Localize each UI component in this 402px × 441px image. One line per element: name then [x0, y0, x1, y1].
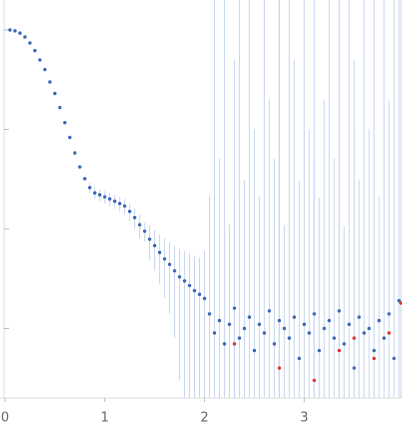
data-point [262, 331, 267, 335]
data-point [399, 301, 402, 305]
data-point [362, 331, 366, 335]
data-point [33, 48, 37, 53]
data-point [377, 318, 381, 323]
data-point [83, 176, 87, 181]
data-point [302, 322, 306, 327]
data-point [197, 292, 202, 297]
data-point [312, 312, 316, 316]
data-point [88, 185, 92, 190]
data-point [53, 91, 57, 96]
data-point [167, 262, 172, 267]
data-point [372, 348, 376, 353]
data-point [252, 348, 257, 353]
data-point [372, 356, 376, 361]
data-point [237, 336, 242, 340]
data-point [312, 378, 316, 383]
data-point [297, 356, 301, 361]
data-point [242, 326, 247, 331]
data-point [147, 237, 152, 241]
data-point [142, 229, 147, 233]
data-point [322, 326, 326, 331]
data-point [162, 257, 167, 261]
data-point [127, 209, 132, 214]
data-point [113, 199, 117, 203]
data-point [152, 243, 157, 248]
data-point [367, 326, 371, 331]
data-point [327, 318, 331, 323]
data-point [187, 283, 192, 288]
data-point [63, 120, 67, 125]
data-point [78, 165, 82, 169]
data-point [177, 275, 182, 279]
data-point [352, 336, 356, 340]
data-point [58, 105, 62, 110]
x-tick-label: 2 [200, 411, 208, 426]
data-point [267, 309, 272, 313]
data-point [207, 312, 212, 316]
data-point [292, 315, 296, 319]
data-point [232, 306, 237, 310]
data-point [48, 80, 52, 84]
data-point [277, 318, 282, 323]
data-point [397, 299, 401, 303]
data-point [93, 191, 97, 195]
data-point [212, 331, 217, 335]
x-tick-label: 1 [101, 411, 109, 426]
data-point [277, 366, 282, 370]
data-point [392, 356, 396, 361]
data-point [337, 309, 341, 313]
data-point [43, 67, 47, 72]
data-point [18, 31, 22, 35]
data-point [192, 288, 197, 293]
data-point [73, 151, 77, 155]
data-point [182, 279, 187, 283]
data-point [282, 326, 286, 331]
data-point [172, 269, 177, 273]
data-point [217, 318, 222, 323]
data-point [118, 201, 122, 206]
data-point [332, 336, 336, 340]
data-point [227, 322, 232, 327]
data-point [8, 28, 12, 32]
x-tick-label: 3 [300, 411, 308, 426]
data-point [347, 322, 351, 327]
x-tick-label: 0 [1, 411, 9, 426]
data-point [317, 348, 321, 353]
data-point [98, 193, 102, 197]
data-point [232, 342, 237, 346]
data-point [387, 331, 391, 335]
data-point [132, 215, 137, 220]
data-point [137, 223, 142, 227]
data-point [122, 204, 127, 208]
data-point [287, 336, 291, 340]
data-point [272, 342, 277, 346]
data-point [103, 195, 107, 199]
data-point [337, 348, 341, 353]
data-point [202, 296, 207, 301]
data-point [68, 135, 72, 140]
data-point [13, 29, 17, 33]
data-point [342, 342, 346, 346]
data-point [108, 197, 112, 201]
data-point [387, 312, 391, 316]
data-point [28, 41, 32, 45]
data-point [247, 315, 252, 319]
data-point [382, 336, 386, 340]
data-point [38, 58, 42, 62]
data-point [357, 315, 361, 319]
data-point [157, 250, 162, 255]
data-point [222, 342, 227, 346]
data-point [257, 322, 262, 327]
data-point [352, 366, 356, 370]
data-point [307, 331, 311, 335]
data-point [23, 35, 27, 39]
